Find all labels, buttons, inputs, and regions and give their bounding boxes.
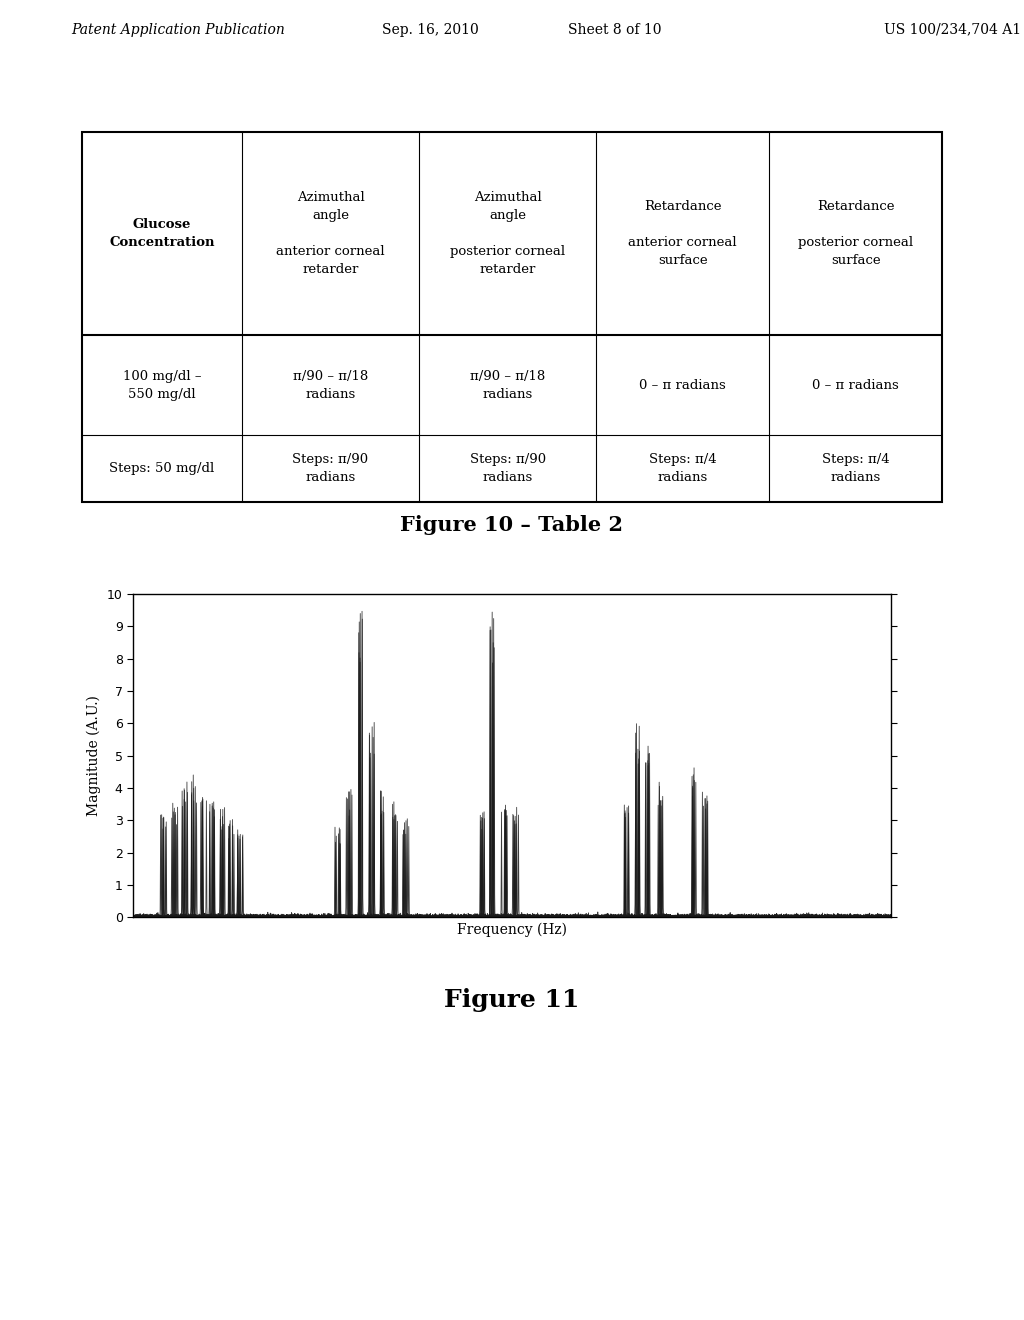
- Text: Azimuthal
angle

anterior corneal
retarder: Azimuthal angle anterior corneal retarde…: [276, 191, 385, 276]
- Text: US 100/234,704 A1: US 100/234,704 A1: [884, 22, 1021, 37]
- Text: 100 mg/dl –
550 mg/dl: 100 mg/dl – 550 mg/dl: [123, 370, 201, 401]
- Text: Steps: π/90
radians: Steps: π/90 radians: [293, 453, 369, 484]
- Text: Glucose
Concentration: Glucose Concentration: [110, 218, 215, 249]
- Y-axis label: Magnitude (A.U.): Magnitude (A.U.): [87, 696, 101, 816]
- Text: Steps: π/90
radians: Steps: π/90 radians: [470, 453, 546, 484]
- Text: Retardance

posterior corneal
surface: Retardance posterior corneal surface: [798, 201, 913, 267]
- Text: Sep. 16, 2010: Sep. 16, 2010: [382, 22, 478, 37]
- Text: Retardance

anterior corneal
surface: Retardance anterior corneal surface: [629, 201, 737, 267]
- Text: Azimuthal
angle

posterior corneal
retarder: Azimuthal angle posterior corneal retard…: [451, 191, 565, 276]
- Text: Patent Application Publication: Patent Application Publication: [72, 22, 286, 37]
- Text: Steps: π/4
radians: Steps: π/4 radians: [822, 453, 890, 484]
- Text: 0 – π radians: 0 – π radians: [812, 379, 899, 392]
- Text: Figure 10 – Table 2: Figure 10 – Table 2: [400, 515, 624, 535]
- Text: π/90 – π/18
radians: π/90 – π/18 radians: [293, 370, 368, 401]
- Text: Steps: 50 mg/dl: Steps: 50 mg/dl: [110, 462, 214, 475]
- Text: Sheet 8 of 10: Sheet 8 of 10: [567, 22, 662, 37]
- Text: Steps: π/4
radians: Steps: π/4 radians: [649, 453, 717, 484]
- X-axis label: Frequency (Hz): Frequency (Hz): [457, 923, 567, 937]
- Text: Figure 11: Figure 11: [444, 987, 580, 1012]
- Text: 0 – π radians: 0 – π radians: [639, 379, 726, 392]
- FancyBboxPatch shape: [82, 132, 942, 502]
- Text: π/90 – π/18
radians: π/90 – π/18 radians: [470, 370, 546, 401]
